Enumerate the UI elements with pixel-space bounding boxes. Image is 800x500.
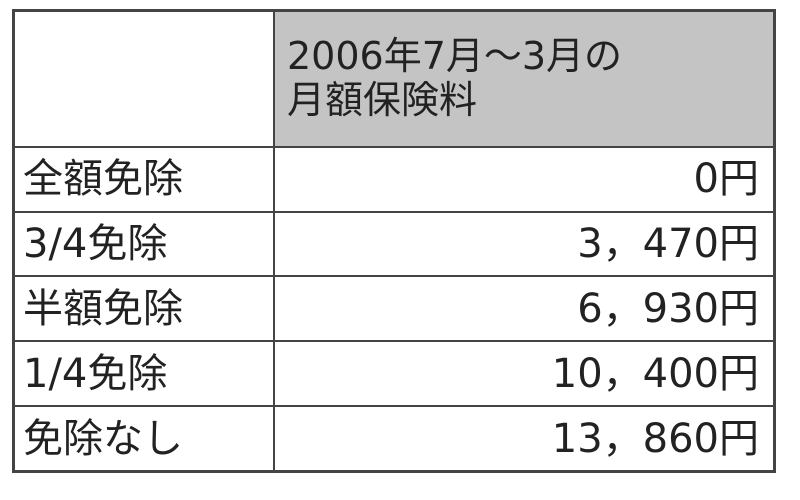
header-row: 2006年7月～3月の 月額保険料 (12, 9, 776, 148)
table-row: 免除なし 13，860円 (12, 405, 776, 473)
row-label: 3/4免除 (12, 210, 275, 278)
column-header: 2006年7月～3月の 月額保険料 (273, 9, 776, 148)
row-value: 10，400円 (273, 340, 776, 408)
row-label: 全額免除 (12, 145, 275, 213)
table-row: 半額免除 6，930円 (12, 275, 776, 343)
row-value: 13，860円 (273, 405, 776, 473)
premium-table: 2006年7月～3月の 月額保険料 全額免除 0円 3/4免除 3，470円 半… (12, 9, 776, 473)
row-value: 0円 (273, 145, 776, 213)
table-row: 全額免除 0円 (12, 145, 776, 213)
column-header-line2: 月額保険料 (287, 77, 478, 122)
row-label: 1/4免除 (12, 340, 275, 408)
corner-cell (12, 9, 275, 148)
row-value: 3，470円 (273, 210, 776, 278)
column-header-line1: 2006年7月～3月の (287, 34, 623, 79)
row-value: 6，930円 (273, 275, 776, 343)
table-row: 1/4免除 10，400円 (12, 340, 776, 408)
table-row: 3/4免除 3，470円 (12, 210, 776, 278)
row-label: 半額免除 (12, 275, 275, 343)
row-label: 免除なし (12, 405, 275, 473)
